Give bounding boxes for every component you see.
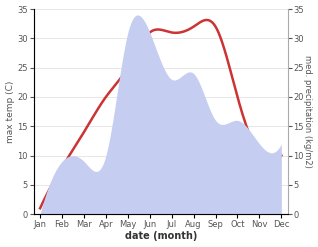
Y-axis label: max temp (C): max temp (C) — [5, 80, 15, 143]
Y-axis label: med. precipitation (kg/m2): med. precipitation (kg/m2) — [303, 55, 313, 168]
X-axis label: date (month): date (month) — [125, 231, 197, 242]
